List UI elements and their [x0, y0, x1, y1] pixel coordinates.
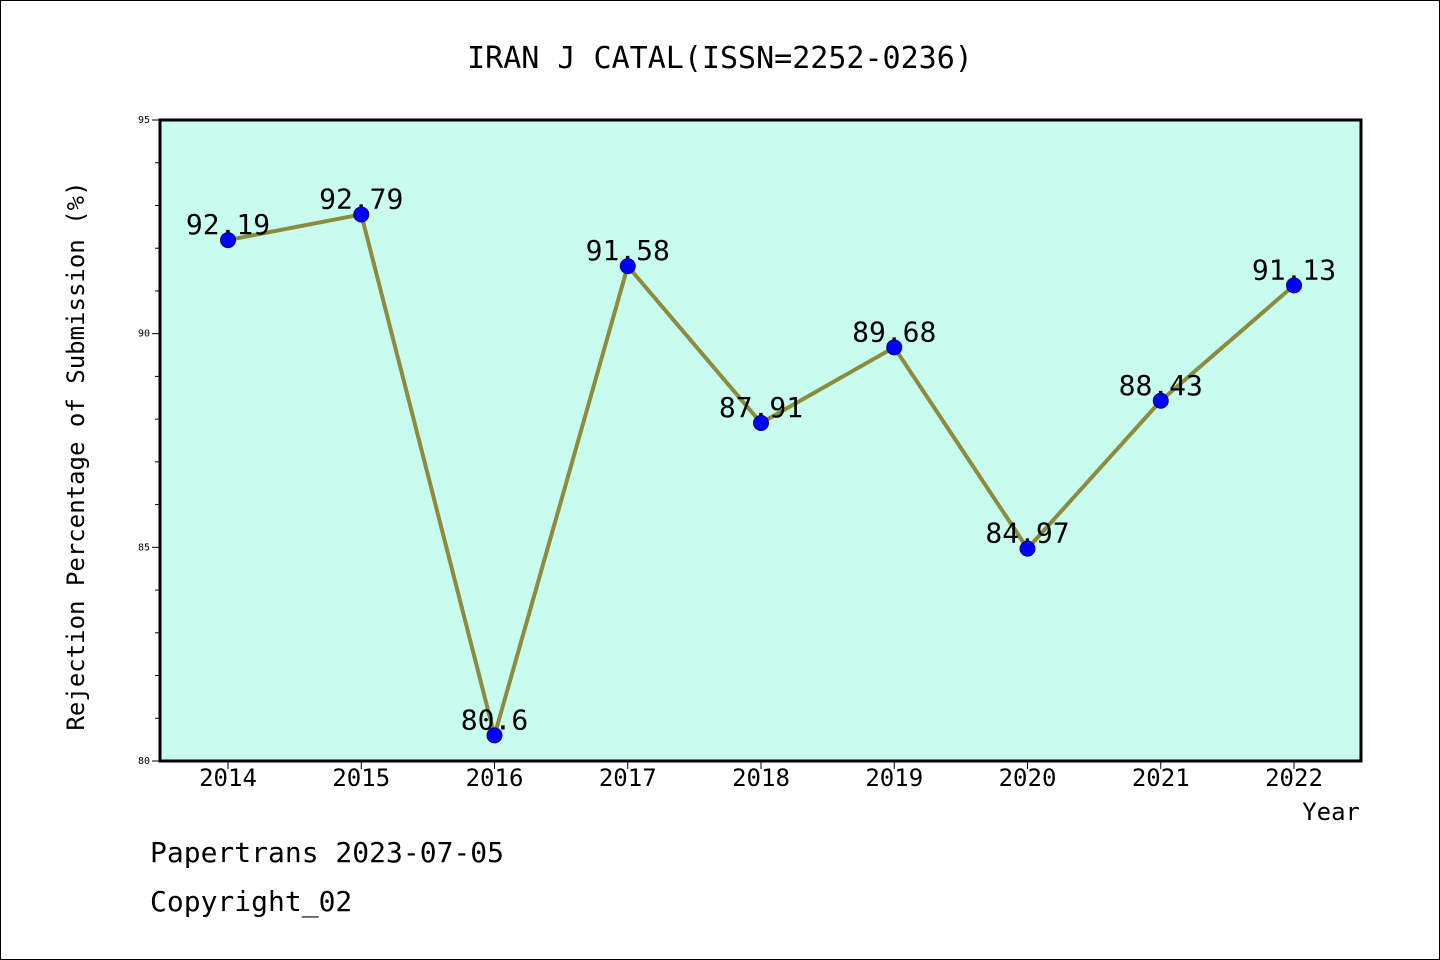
x-tick-label: 2015 [332, 764, 390, 792]
y-axis-label: Rejection Percentage of Submission (%) [62, 181, 90, 730]
data-point [220, 232, 236, 249]
data-point [1019, 540, 1036, 557]
x-tick-label: 2018 [732, 764, 790, 792]
data-point [353, 206, 370, 223]
x-tick-label: 2019 [865, 764, 923, 792]
x-tick-label: 2014 [199, 764, 257, 792]
x-axis-label: Year [1302, 798, 1360, 826]
data-series: 92.1992.7980.691.5887.9189.6884.9788.439… [186, 182, 1336, 744]
x-tick-label: 2016 [466, 764, 524, 792]
plot-border [158, 118, 1363, 763]
y-tick-label: 80 [138, 756, 150, 767]
copyright-text: Copyright_02 [150, 885, 353, 918]
x-tick-label: 2021 [1132, 764, 1190, 792]
data-point [619, 258, 636, 275]
data-point [486, 727, 503, 744]
x-tick-label: 2022 [1265, 764, 1323, 792]
x-tick-label: 2020 [999, 764, 1057, 792]
data-point [1286, 277, 1302, 294]
axis-ticks: 80 85 90 95 2014 2015 2016 2017 2018 2019 2020 2021… [138, 115, 1323, 792]
data-point [753, 414, 769, 431]
watermark-text: Papertrans 2023-07-05 [150, 836, 505, 869]
chart-title: IRAN J CATAL(ISSN=2252-0236) [467, 41, 973, 76]
y-tick-label: 85 [138, 542, 150, 553]
x-tick-label: 2017 [599, 764, 657, 792]
y-tick-label: 90 [138, 329, 150, 340]
plot-area [160, 120, 1361, 761]
data-point [1152, 392, 1169, 409]
y-tick-label: 95 [138, 115, 150, 126]
data-point [886, 339, 903, 356]
